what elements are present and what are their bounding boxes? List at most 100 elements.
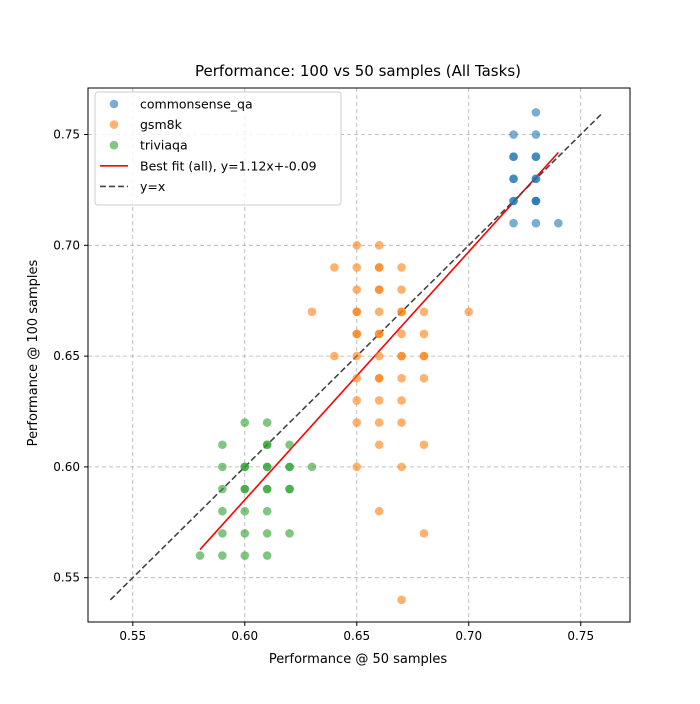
y-axis-label: Performance @ 100 samples [26, 259, 41, 446]
y-tick-label: 0.60 [53, 460, 80, 474]
point-gsm8k [419, 529, 429, 538]
point-triviaqa [285, 440, 294, 450]
point-gsm8k [352, 329, 362, 339]
point-triviaqa [262, 551, 272, 560]
x-tick-label: 0.60 [231, 629, 258, 643]
point-gsm8k [374, 351, 384, 361]
y-tick-label: 0.65 [53, 349, 80, 363]
legend-label: y=x [140, 179, 165, 194]
point-gsm8k [330, 263, 339, 272]
legend-label: gsm8k [140, 117, 183, 132]
point-commonsense_qa [509, 130, 518, 139]
plot-frame [87, 87, 631, 623]
legend-label: triviaqa [140, 138, 188, 153]
point-triviaqa [262, 529, 272, 538]
point-gsm8k [307, 307, 317, 317]
point-gsm8k [419, 329, 429, 339]
point-triviaqa [240, 484, 250, 494]
point-commonsense_qa [509, 152, 518, 161]
x-tick-label: 0.65 [343, 629, 370, 643]
point-gsm8k [352, 418, 362, 427]
point-commonsense_qa [554, 218, 563, 228]
point-gsm8k [374, 373, 384, 383]
point-gsm8k [397, 418, 406, 427]
point-commonsense_qa [531, 196, 541, 206]
point-gsm8k [419, 307, 429, 317]
point-gsm8k [374, 285, 384, 294]
point-gsm8k [397, 329, 406, 339]
point-gsm8k [397, 396, 406, 405]
point-gsm8k [397, 263, 406, 272]
point-gsm8k [397, 595, 406, 605]
point-triviaqa [218, 440, 227, 450]
point-gsm8k [352, 307, 362, 317]
legend-label: commonsense_qa [140, 97, 253, 112]
x-axis-label: Performance @ 50 samples [269, 652, 448, 667]
point-commonsense_qa [531, 130, 541, 139]
point-gsm8k [419, 373, 429, 383]
y-tick-label: 0.75 [53, 128, 80, 142]
point-gsm8k [374, 263, 384, 272]
point-gsm8k [419, 440, 429, 450]
point-commonsense_qa [509, 174, 518, 184]
point-gsm8k [352, 241, 362, 250]
point-triviaqa [240, 529, 250, 538]
point-gsm8k [374, 506, 384, 516]
point-triviaqa [218, 484, 227, 494]
point-gsm8k [419, 351, 429, 361]
point-triviaqa [262, 418, 272, 427]
y-tick-label: 0.70 [53, 238, 80, 252]
point-triviaqa [240, 418, 250, 427]
data-points [195, 108, 563, 605]
point-gsm8k [352, 285, 362, 294]
point-gsm8k [397, 373, 406, 383]
legend: commonsense_qa gsm8k triviaqa Best fit (all… [94, 91, 342, 206]
point-commonsense_qa [509, 218, 518, 228]
point-gsm8k [352, 396, 362, 405]
point-triviaqa [218, 551, 227, 560]
point-gsm8k [352, 373, 362, 383]
point-gsm8k [374, 241, 384, 250]
point-triviaqa [218, 506, 227, 516]
point-commonsense_qa [531, 152, 541, 161]
point-gsm8k [397, 462, 406, 472]
point-gsm8k [352, 263, 362, 272]
point-gsm8k [374, 396, 384, 405]
point-commonsense_qa [531, 218, 541, 228]
legend-marker [109, 120, 119, 129]
point-gsm8k [352, 351, 362, 361]
legend-marker [109, 99, 119, 109]
point-triviaqa [240, 462, 250, 472]
point-triviaqa [218, 462, 227, 472]
point-gsm8k [397, 351, 406, 361]
point-gsm8k [374, 440, 384, 450]
point-triviaqa [262, 506, 272, 516]
point-triviaqa [262, 440, 272, 450]
point-gsm8k [374, 329, 384, 339]
point-triviaqa [285, 529, 294, 538]
point-gsm8k [374, 418, 384, 427]
point-triviaqa [285, 462, 294, 472]
point-commonsense_qa [531, 108, 541, 117]
point-gsm8k [397, 307, 406, 317]
point-triviaqa [218, 529, 227, 538]
point-commonsense_qa [531, 174, 541, 184]
point-triviaqa [262, 484, 272, 494]
legend-box [94, 91, 342, 206]
y-tick-label: 0.55 [53, 571, 80, 585]
point-gsm8k [330, 351, 339, 361]
point-triviaqa [240, 551, 250, 560]
point-commonsense_qa [509, 196, 518, 206]
point-gsm8k [352, 462, 362, 472]
point-triviaqa [307, 462, 317, 472]
axis-ticks: 0.55 0.60 0.65 0.70 0.75 0.55 0.60 0.65 0.70 0.75 [53, 128, 594, 643]
x-tick-label: 0.75 [567, 629, 594, 643]
x-tick-label: 0.55 [119, 629, 146, 643]
point-gsm8k [464, 307, 474, 317]
point-triviaqa [262, 462, 272, 472]
point-triviaqa [195, 551, 205, 560]
point-triviaqa [285, 484, 294, 494]
best-fit-line [199, 151, 559, 551]
point-gsm8k [397, 285, 406, 294]
